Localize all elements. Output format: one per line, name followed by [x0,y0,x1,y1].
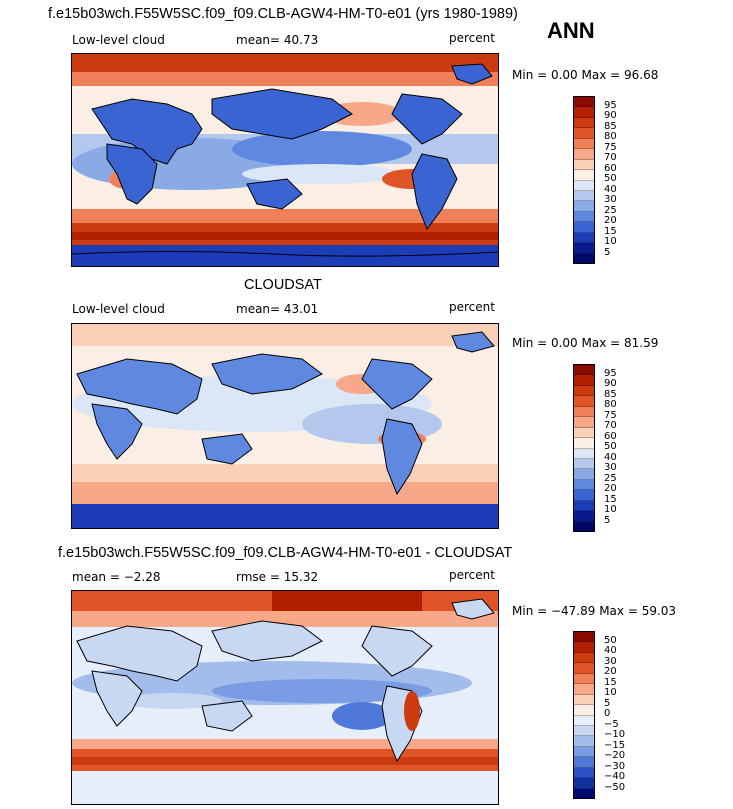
colorbar-3 [573,631,595,799]
colorbar-tick-label: 10 [604,504,617,515]
colorbar-tick-label: 40 [604,183,617,195]
units-label-3: percent [449,568,495,582]
minmax-label-1: Min = 0.00 Max = 96.68 [512,68,659,82]
mean-label-1: mean= 40.73 [236,33,319,47]
colorbar-tick-label: 90 [604,378,617,389]
colorbar-tick-label: 75 [604,409,617,421]
colorbar-tick-label: 60 [604,430,617,442]
colorbar-tick-label: −15 [604,739,626,751]
colorbar-tick-label: 85 [604,120,617,132]
field-label-2: Low-level cloud [72,302,165,316]
colorbar-tick-label: 15 [604,225,617,237]
colorbar-tick-label: 70 [604,152,617,163]
plot-title-3: f.e15b03wch.F55W5SC.f09_f09.CLB-AGW4-HM-… [58,545,513,561]
colorbar-tick-label: 25 [604,472,617,484]
field-label-1: Low-level cloud [72,33,165,47]
colorbar-tick-label: 75 [604,141,617,153]
colorbar-tick-label: 20 [604,483,617,494]
colorbar-tick-label: 30 [604,655,617,667]
colorbar-tick-label: 50 [604,634,617,646]
colorbar-tick-label: 90 [604,110,617,121]
minmax-label-2: Min = 0.00 Max = 81.59 [512,336,659,350]
colorbar-tick-label: 5 [604,514,611,526]
colorbar-tick-label: 10 [604,687,617,698]
colorbar-tick-label: 60 [604,162,617,174]
colorbar-tick-label: 25 [604,204,617,216]
colorbar-tick-label: 85 [604,388,617,400]
minmax-label-3: Min = −47.89 Max = 59.03 [512,604,677,618]
season-label: ANN [547,18,595,43]
colorbar-1 [573,96,595,264]
colorbar-tick-label: 20 [604,215,617,226]
colorbar-tick-label: 40 [604,451,617,463]
colorbar-tick-label: 95 [604,367,617,379]
colorbar-tick-label: 80 [604,399,617,410]
units-label-1: percent [449,31,495,45]
map-model [71,53,499,267]
plot-title-2: CLOUDSAT [244,277,322,293]
colorbar-tick-label: 50 [604,173,617,184]
colorbar-tick-label: 20 [604,666,617,677]
colorbar-tick-label: 95 [604,99,617,111]
colorbar-tick-label: 0 [604,708,611,719]
colorbar-tick-label: 40 [604,645,617,656]
colorbar-tick-label: 5 [604,697,611,709]
colorbar-tick-label: 50 [604,441,617,452]
colorbar-tick-label: −50 [604,781,626,793]
rmse-label-3: rmse = 15.32 [236,570,319,584]
map-difference [71,590,499,805]
units-label-2: percent [449,300,495,314]
colorbar-tick-label: 70 [604,420,617,431]
colorbar-2 [573,364,595,532]
colorbar-tick-label: 15 [604,676,617,688]
colorbar-tick-label: −10 [604,729,626,740]
colorbar-tick-label: −20 [604,750,626,761]
colorbar-tick-label: 5 [604,246,611,258]
colorbar-tick-label: 10 [604,236,617,247]
colorbar-tick-label: −5 [604,718,619,730]
map-cloudsat [71,323,499,529]
mean-label-3: mean = −2.28 [72,570,161,584]
colorbar-tick-label: 80 [604,131,617,142]
mean-label-2: mean= 43.01 [236,302,319,316]
colorbar-tick-label: 15 [604,493,617,505]
colorbar-tick-label: −30 [604,760,626,772]
plot-title-1: f.e15b03wch.F55W5SC.f09_f09.CLB-AGW4-HM-… [48,6,518,22]
colorbar-tick-label: −40 [604,771,626,782]
colorbar-tick-label: 30 [604,194,617,205]
colorbar-tick-label: 30 [604,462,617,473]
